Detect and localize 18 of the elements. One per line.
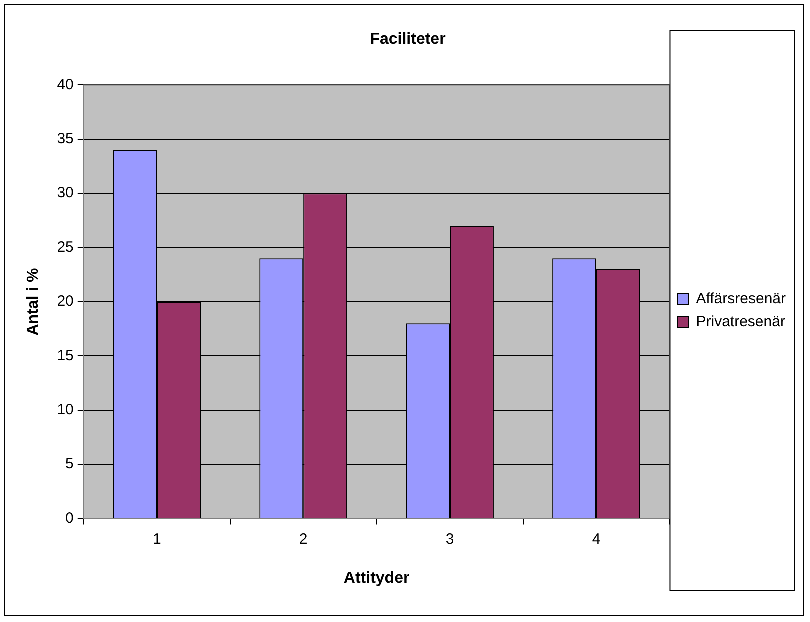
x-tick-label: 1	[152, 530, 162, 548]
y-tick-label: 10	[57, 402, 74, 419]
y-tick-label: 5	[66, 456, 74, 473]
legend-label: Affärsresenär	[696, 290, 786, 308]
y-tick-label: 30	[57, 184, 74, 202]
y-tick-label: 15	[57, 347, 74, 364]
y-axis-title: Antal i %	[25, 268, 42, 336]
y-tick-label: 40	[57, 76, 74, 94]
y-tick-label: 0	[66, 510, 74, 527]
x-tick-label: 2	[299, 530, 308, 548]
y-tick-label: 35	[57, 130, 74, 148]
y-tick-label: 20	[57, 293, 74, 310]
chart-title: Faciliteter	[370, 31, 446, 48]
y-tick-label: 25	[57, 238, 74, 256]
x-axis-title: Attityder	[344, 570, 410, 587]
x-tick-label: 3	[446, 530, 454, 548]
x-tick-label: 4	[592, 530, 601, 548]
legend-label: Privatresenär	[696, 314, 786, 331]
